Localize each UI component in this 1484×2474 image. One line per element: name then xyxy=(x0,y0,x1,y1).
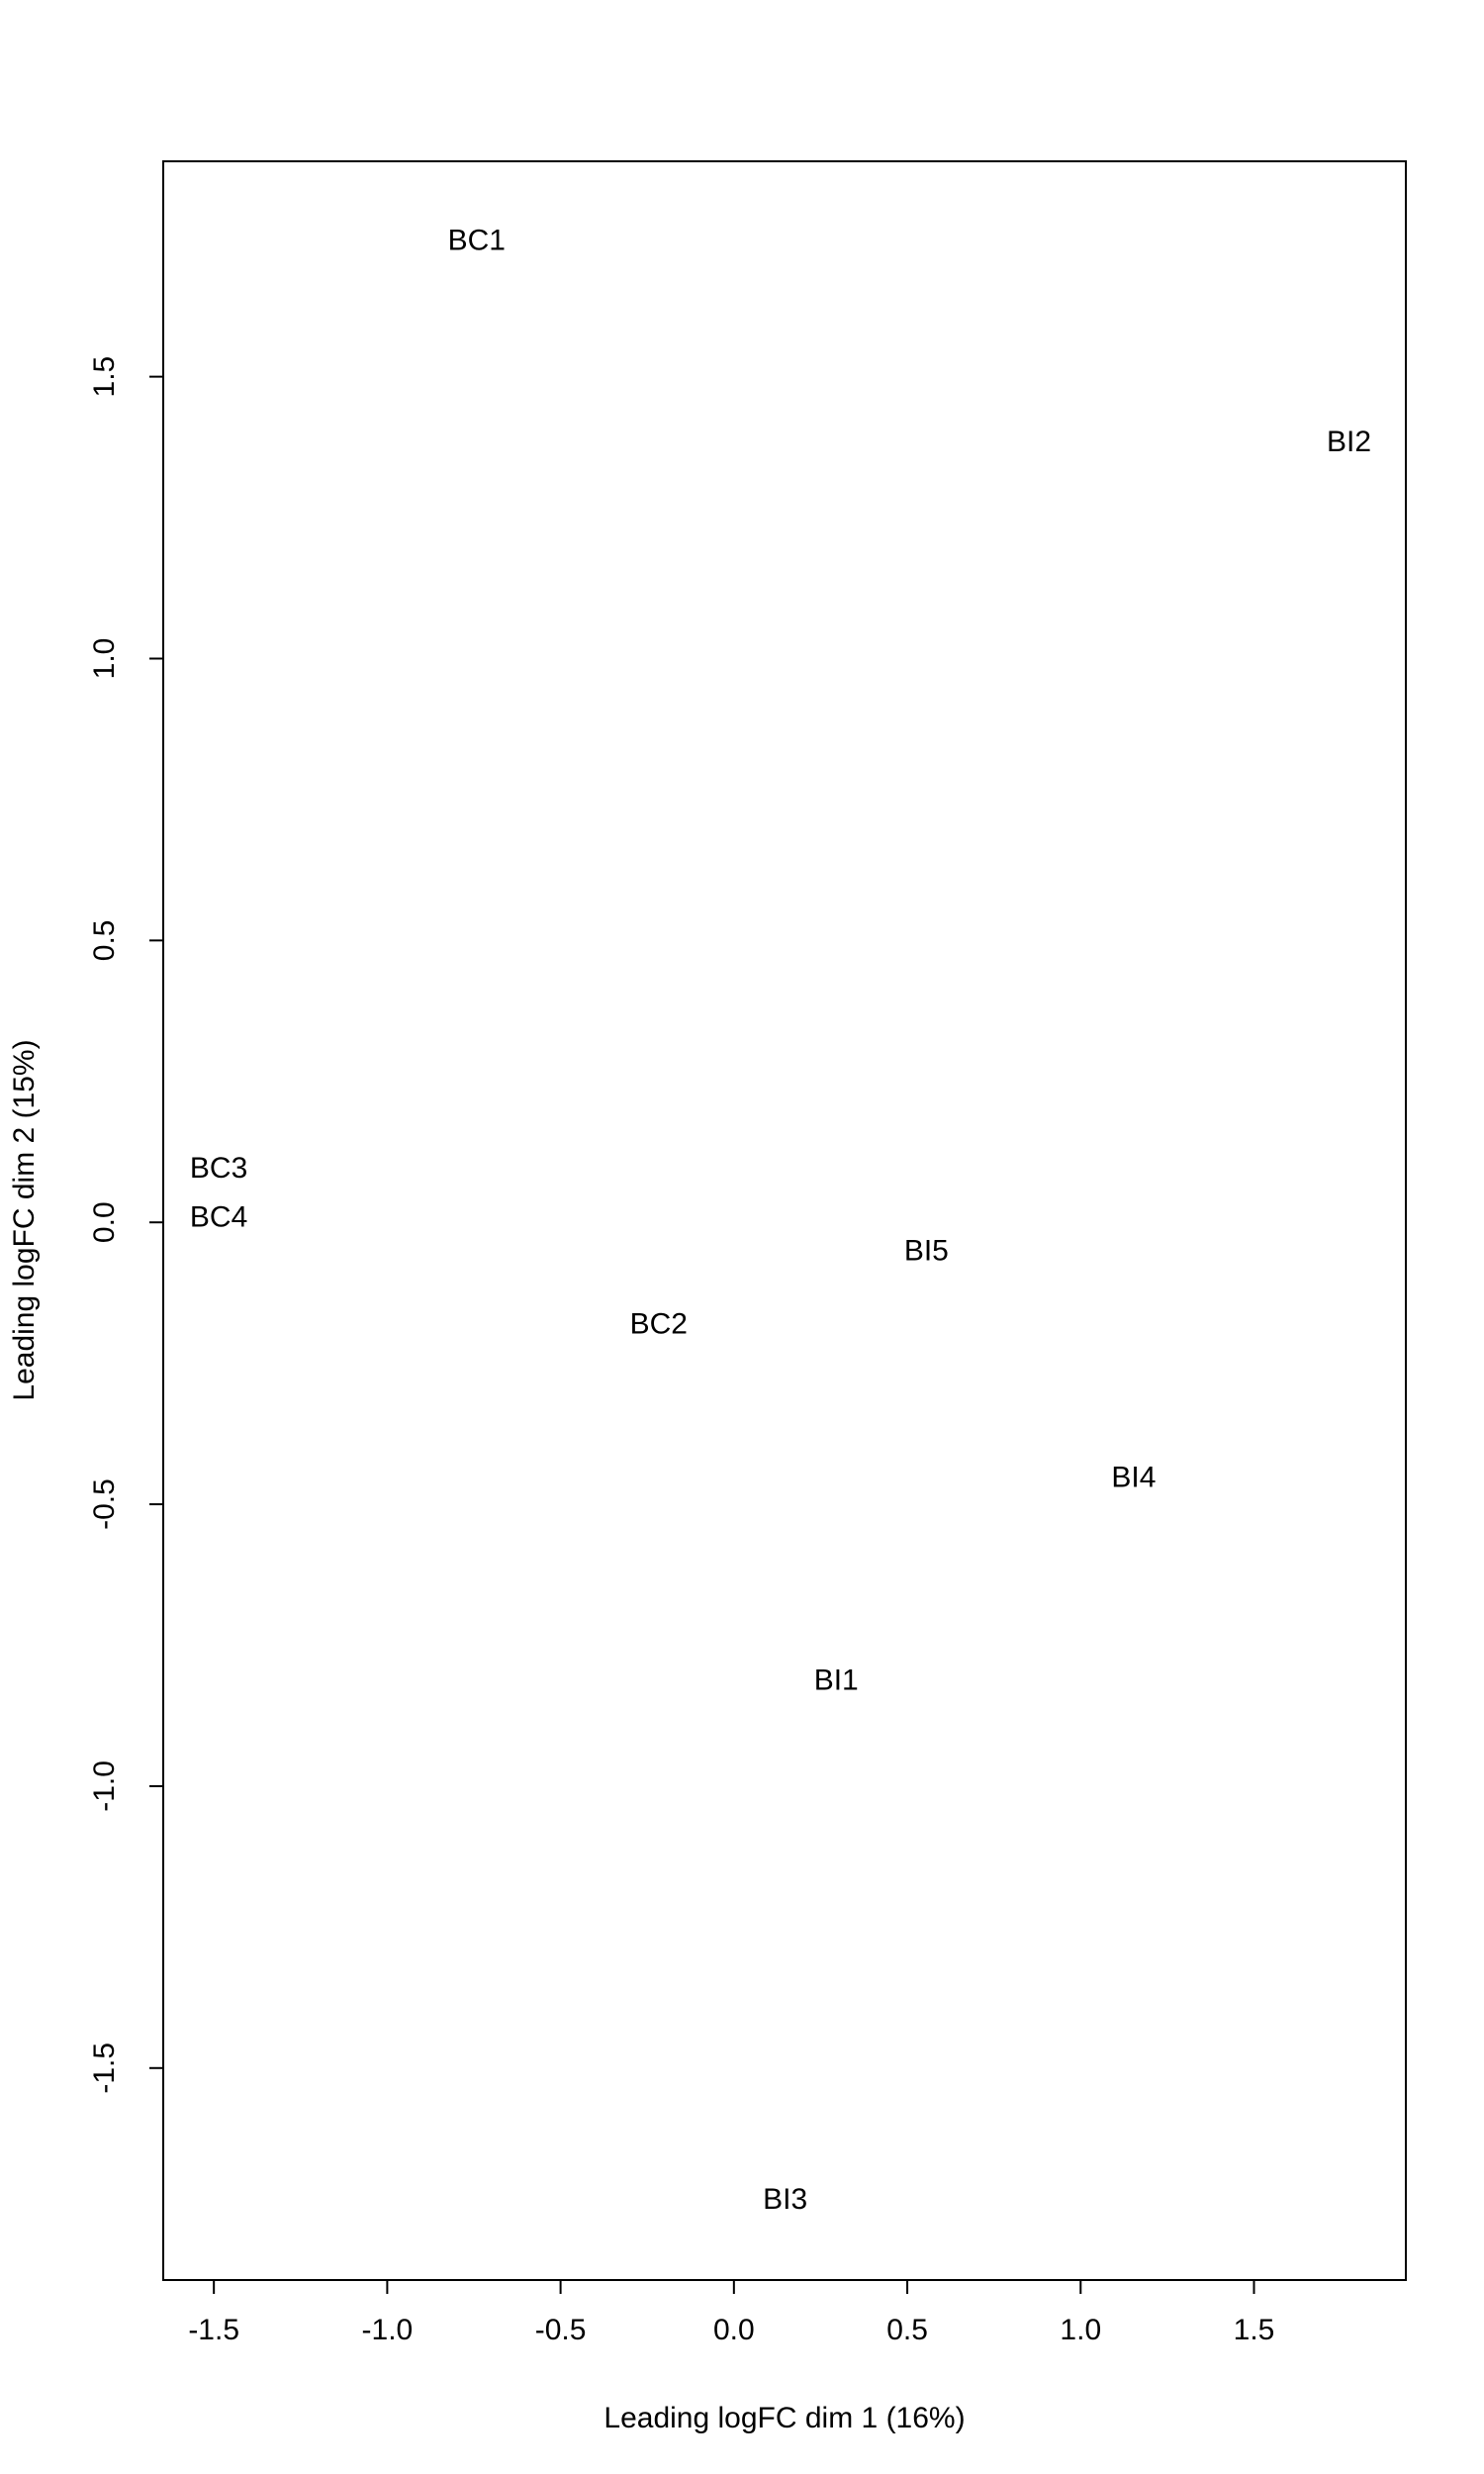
point-label: BC1 xyxy=(448,224,506,256)
x-tick-label: 1.0 xyxy=(1060,2314,1101,2346)
x-tick-label: 1.5 xyxy=(1234,2314,1275,2346)
point-label: BI3 xyxy=(763,2183,807,2216)
x-tick-label: -0.5 xyxy=(535,2314,587,2346)
y-tick-label: 0.0 xyxy=(88,1201,121,1243)
x-axis-title: Leading logFC dim 1 (16%) xyxy=(603,2402,965,2434)
point-label: BI5 xyxy=(904,1234,949,1267)
point-label: BI4 xyxy=(1111,1461,1156,1493)
x-tick-label: -1.0 xyxy=(362,2314,414,2346)
point-label: BC4 xyxy=(190,1201,247,1234)
point-label: BC2 xyxy=(630,1307,688,1340)
point-label: BC3 xyxy=(190,1152,247,1185)
y-tick-label: 1.5 xyxy=(88,356,121,398)
y-tick-label: -1.0 xyxy=(88,1760,121,1812)
y-tick-label: -0.5 xyxy=(88,1478,121,1530)
x-tick-label: 0.5 xyxy=(886,2314,928,2346)
x-tick-label: -1.5 xyxy=(188,2314,239,2346)
point-label: BI1 xyxy=(814,1664,859,1696)
y-tick-label: 0.5 xyxy=(88,919,121,961)
y-tick-label: -1.5 xyxy=(88,2043,121,2094)
plot-frame xyxy=(162,160,1407,2281)
point-label: BI2 xyxy=(1327,426,1371,458)
y-tick-label: 1.0 xyxy=(88,638,121,680)
y-axis-title: Leading logFC dim 2 (15%) xyxy=(8,1039,41,1400)
x-tick-label: 0.0 xyxy=(713,2314,755,2346)
